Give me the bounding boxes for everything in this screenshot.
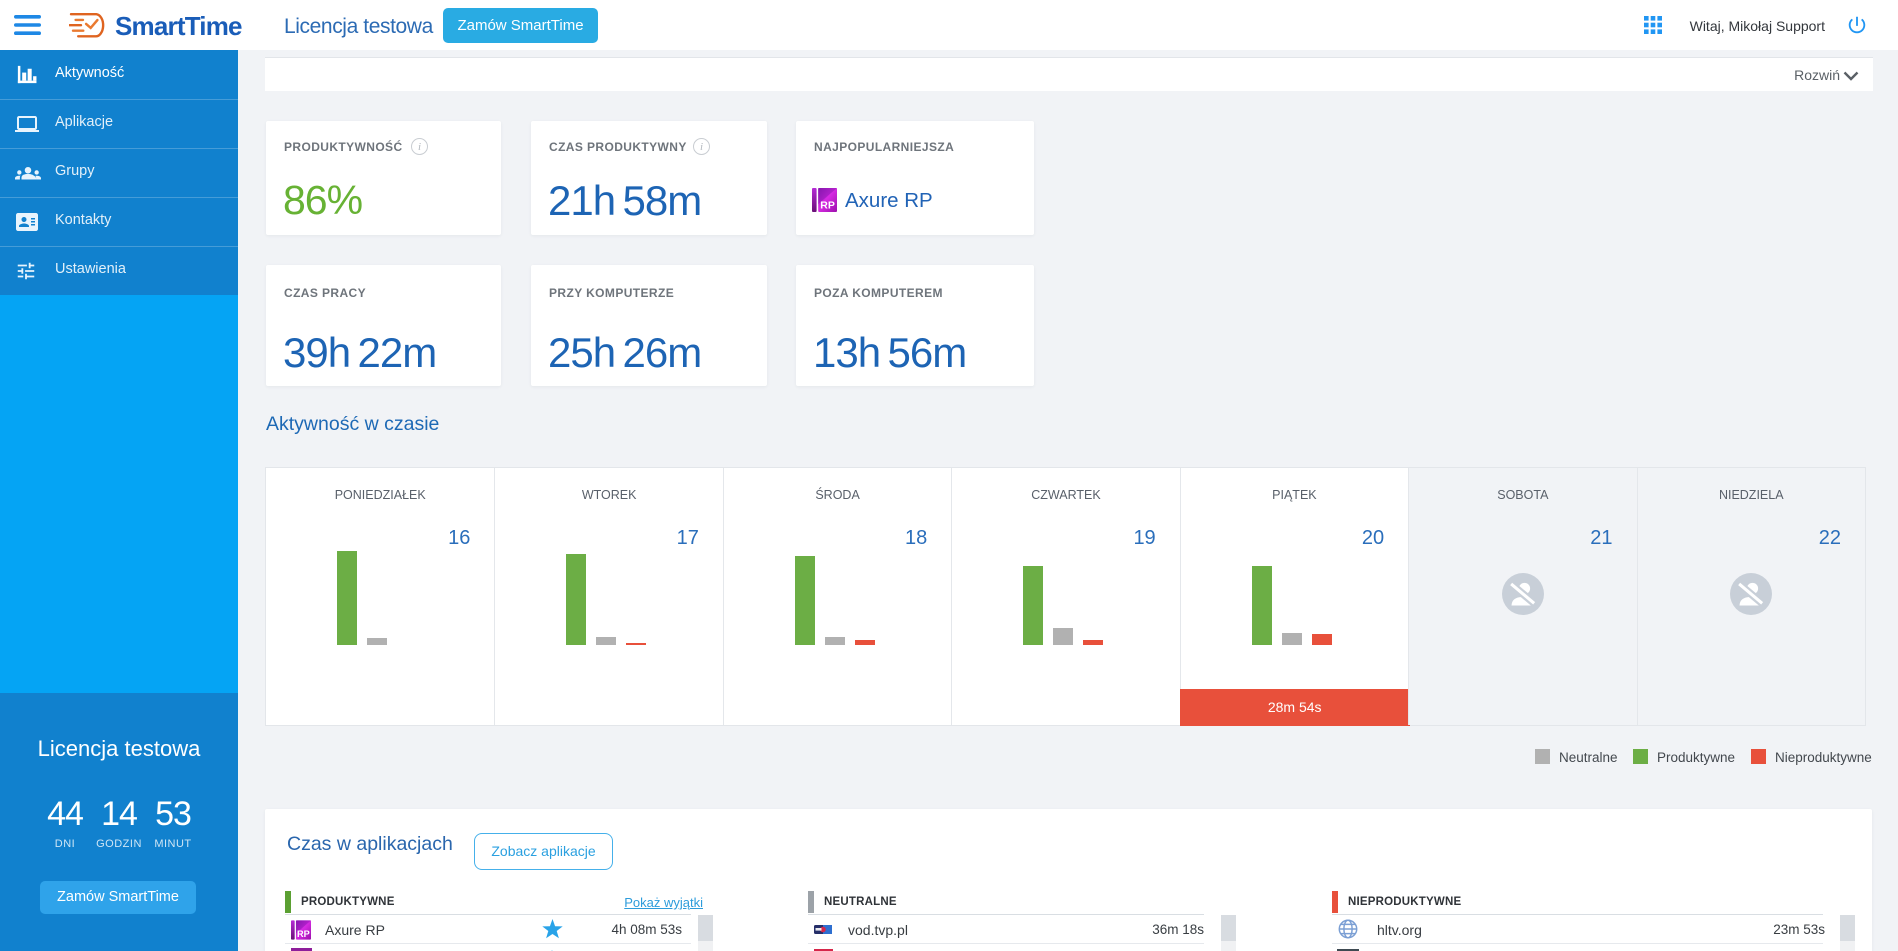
svg-text:RP: RP — [820, 200, 835, 212]
svg-text:RP: RP — [297, 929, 310, 939]
